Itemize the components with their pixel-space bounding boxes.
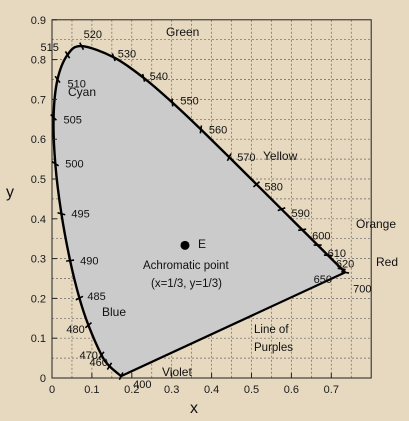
x-tick-label: 0.2 [124,384,139,396]
wavelength-tick-530 [111,53,116,62]
y-tick-label: 0.9 [31,15,46,27]
wavelength-label-515: 515 [41,42,59,54]
y-tick-label: 0.1 [31,333,46,345]
y-tick-label: 0.7 [31,94,46,106]
wavelength-tick-510 [54,75,61,84]
line-of-purples-label-1: Line of [254,324,289,336]
x-axis-label: x [190,400,198,417]
x-tick-label: 0 [49,384,55,396]
wavelength-label-510: 510 [68,78,86,90]
wavelength-label-480: 480 [66,324,84,336]
wavelength-tick-490 [66,259,75,262]
wavelength-label-400: 400 [133,379,151,391]
wavelength-label-460: 460 [89,357,107,369]
wavelength-tick-550 [171,98,174,107]
wavelength-label-590: 590 [292,208,310,220]
wavelength-tick-540 [141,73,146,82]
wavelength-tick-590 [277,207,286,212]
y-tick-label: 0.8 [31,55,46,67]
x-tick-label: 0.3 [164,384,179,396]
wavelength-tick-620 [323,254,332,257]
wavelength-label-485: 485 [87,291,105,303]
x-tick-label: 0.6 [284,384,299,396]
x-tick-label: 0.4 [204,384,219,396]
wavelength-tick-515 [64,50,71,59]
line-of-purples-label-2: Purples [254,342,293,354]
region-label-green: Green [166,25,199,39]
wavelength-tick-520 [79,42,85,51]
region-label-blue: Blue [102,305,126,319]
wavelength-tick-700 [341,270,350,274]
wavelength-label-540: 540 [150,71,168,83]
achromatic-point-letter: E [198,237,206,251]
wavelength-tick-470 [98,351,105,359]
wavelength-label-530: 530 [118,48,136,60]
y-tick-label: 0.3 [31,254,46,266]
wavelength-label-505: 505 [64,114,82,126]
y-tick-label: 0.6 [31,134,46,146]
spectral-locus [52,44,347,378]
wavelength-label-700: 700 [353,283,371,295]
wavelength-label-620: 620 [336,258,354,270]
wavelength-label-560: 560 [209,124,227,136]
achromatic-point-coords: (x=1/3, y=1/3) [151,278,222,290]
wavelength-tick-570 [226,153,232,162]
wavelength-label-600: 600 [312,231,330,243]
region-label-violet: Violet [162,365,192,379]
wavelength-label-610: 610 [328,248,346,260]
y-tick-label: 0.4 [31,214,46,226]
wavelength-tick-560 [199,125,203,134]
y-tick-label: 0.2 [31,293,46,305]
wavelength-label-580: 580 [264,181,282,193]
wavelength-label-570: 570 [237,152,255,164]
y-tick-label: 0.5 [31,174,46,186]
wavelength-tick-580 [252,181,261,188]
line-of-purples [120,271,346,378]
region-label-red: Red [376,255,398,269]
region-label-orange: Orange [356,217,396,231]
wavelength-tick-505 [50,114,57,121]
x-tick-label: 0.5 [244,384,259,396]
wavelength-tick-600 [298,228,307,232]
wavelength-tick-495 [57,211,66,216]
achromatic-point-title: Achromatic point [143,260,229,272]
wavelength-label-500: 500 [65,159,83,171]
wavelength-tick-400 [118,372,124,381]
achromatic-point-marker [180,240,190,250]
wavelength-label-550: 550 [180,95,198,107]
x-tick-label: 0.1 [84,384,99,396]
wavelength-tick-500 [51,160,60,167]
wavelength-label-495: 495 [71,209,89,221]
x-tick-label: 0.7 [324,384,339,396]
wavelength-tick-460 [106,362,113,370]
wavelength-label-490: 490 [80,256,98,268]
wavelength-label-470: 470 [80,350,98,362]
wavelength-tick-650 [337,267,346,271]
y-axis-label: y [6,184,14,201]
wavelength-tick-485 [75,295,84,301]
wavelength-label-520: 520 [84,29,102,41]
region-label-yellow: Yellow [263,149,298,163]
y-tick-label: 0 [40,373,46,385]
axis-ticks: 0 0.1 0.2 0.3 0.4 0.5 0.6 0.7 0 0.1 0.2 0.3 0.4 0.5 0.… [31,15,339,396]
gamut-fill [53,46,346,377]
wavelength-label-650: 650 [314,274,332,286]
wavelength-tick-480 [84,322,93,329]
region-label-cyan: Cyan [68,85,96,99]
